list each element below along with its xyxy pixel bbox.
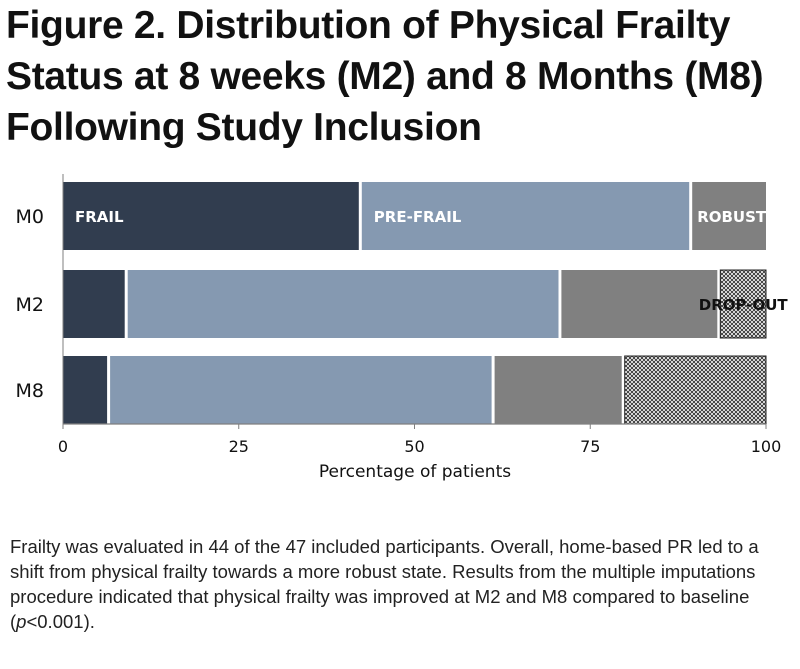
bar-robust-m0 bbox=[692, 182, 766, 250]
bar-frail-m8 bbox=[63, 356, 108, 424]
series-label-pre-frail: PRE-FRAIL bbox=[374, 208, 462, 226]
stacked-bar-chart: FRAIL PRE-FRAIL ROBUST DROP-OUT M0 M2 M8 0 25 5… bbox=[16, 174, 788, 482]
series-label-frail: FRAIL bbox=[75, 208, 124, 226]
x-tick-label-50: 50 bbox=[404, 437, 424, 456]
category-label-m0: M0 bbox=[16, 206, 44, 228]
x-tick-label-25: 25 bbox=[229, 437, 249, 456]
caption-text-after: <0.001). bbox=[26, 611, 95, 632]
x-tick-label-0: 0 bbox=[58, 437, 68, 456]
x-tick-label-75: 75 bbox=[580, 437, 600, 456]
caption-text-before: Frailty was evaluated in 44 of the 47 in… bbox=[10, 536, 759, 632]
figure-title: Figure 2. Distribution of Physical Frail… bbox=[6, 4, 764, 149]
category-label-m8: M8 bbox=[16, 380, 44, 402]
series-label-drop-out: DROP-OUT bbox=[699, 296, 789, 314]
series-label-robust: ROBUST bbox=[697, 208, 767, 226]
bars-layer bbox=[63, 182, 767, 425]
figure-caption: Frailty was evaluated in 44 of the 47 in… bbox=[10, 534, 790, 634]
x-axis: 0 25 50 75 100 bbox=[58, 174, 781, 456]
bar-robust-m2 bbox=[561, 270, 718, 338]
category-labels-layer: M0 M2 M8 bbox=[16, 206, 44, 402]
x-tick-label-100: 100 bbox=[751, 437, 782, 456]
bar-robust-m8 bbox=[494, 356, 622, 424]
caption-p-symbol: p bbox=[16, 611, 27, 632]
x-axis-label: Percentage of patients bbox=[319, 462, 511, 482]
bar-pre-frail-m2 bbox=[127, 270, 559, 338]
bar-drop-out-m2 bbox=[719, 269, 767, 339]
bar-drop-out-m8 bbox=[624, 355, 767, 425]
bar-pre-frail-m0 bbox=[361, 182, 690, 250]
bar-frail-m2 bbox=[63, 270, 125, 338]
segment-labels-layer: FRAIL PRE-FRAIL ROBUST DROP-OUT bbox=[75, 208, 788, 314]
category-label-m2: M2 bbox=[16, 294, 44, 316]
bar-frail-m0 bbox=[63, 182, 359, 250]
bar-pre-frail-m8 bbox=[110, 356, 492, 424]
